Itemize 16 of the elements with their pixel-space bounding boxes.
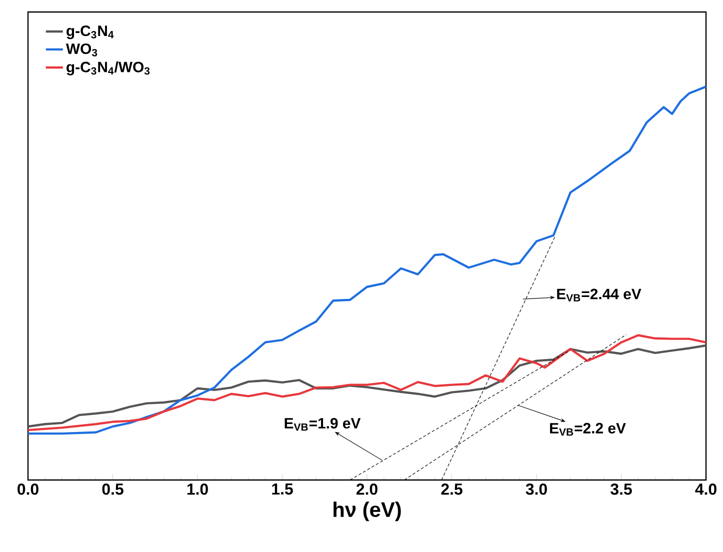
x-tick-label: 0.0 [18,484,38,495]
legend-label: WO$_{3}$ [66,43,98,56]
x-tick-label: 3.0 [526,484,547,495]
annotation: E$_{VB}$=2.44 eV [557,288,642,302]
x-tick-label: 2.5 [441,484,462,495]
x-tick-label: 1.5 [272,484,293,495]
legend-label: g-C$_{3}$N$_{4}$/WO$_{3}$ [66,61,150,76]
x-tick-label: 0.5 [102,484,124,495]
x-axis-title: hν (eV) [334,502,401,522]
x-tick-label: 4.0 [695,484,716,495]
x-tick-label: 3.5 [610,484,632,495]
annotation: E$_{VB}$=1.9 eV [284,418,361,431]
legend-label: g-C$_{3}$N$_{4}$ [66,26,114,40]
annotation: E$_{VB}$=2.2 eV [550,422,626,436]
x-tick-label: 2.0 [356,484,378,495]
x-tick-label: 1.0 [187,484,208,495]
